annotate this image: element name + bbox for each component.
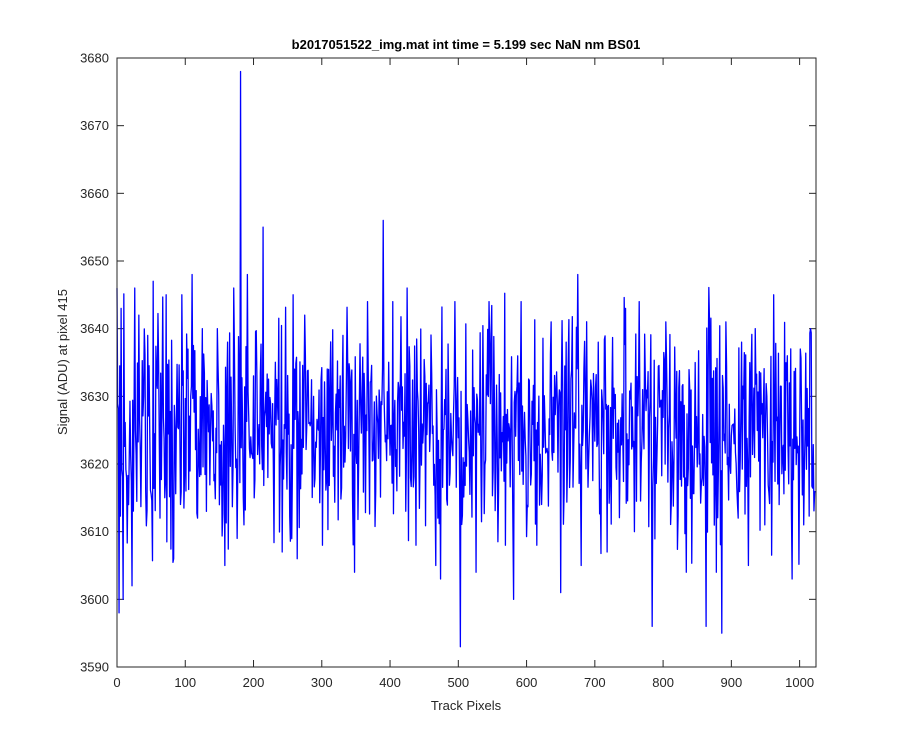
x-axis-label: Track Pixels: [431, 698, 502, 713]
y-tick-label: 3630: [80, 389, 109, 404]
axes-box: [116, 57, 817, 668]
x-tick-label: 600: [516, 675, 538, 690]
x-tick-label: 100: [174, 675, 196, 690]
x-tick-label: 800: [652, 675, 674, 690]
chart-title: b2017051522_img.mat int time = 5.199 sec…: [292, 37, 641, 52]
x-tick-label: 300: [311, 675, 333, 690]
y-tick-label: 3610: [80, 524, 109, 539]
y-tick-label: 3680: [80, 51, 109, 66]
x-tick-label: 0: [113, 675, 120, 690]
y-tick-label: 3650: [80, 254, 109, 269]
series-line-signal: [116, 70, 816, 648]
y-tick-label: 3640: [80, 321, 109, 336]
y-tick-label: 3660: [80, 186, 109, 201]
x-tick-label: 500: [447, 675, 469, 690]
y-axis-label: Signal (ADU) at pixel 415: [55, 289, 70, 435]
axis-ticks: 0 100 200 300 400 500 600 700 800 900 1000 3590 3600…: [80, 51, 816, 690]
x-tick-label: 200: [243, 675, 265, 690]
y-tick-label: 3590: [80, 660, 109, 675]
y-tick-label: 3600: [80, 592, 109, 607]
y-tick-label: 3620: [80, 457, 109, 472]
x-tick-label: 400: [379, 675, 401, 690]
y-tick-label: 3670: [80, 118, 109, 133]
x-tick-label: 700: [584, 675, 606, 690]
x-tick-label: 900: [721, 675, 743, 690]
x-tick-label: 1000: [785, 675, 814, 690]
